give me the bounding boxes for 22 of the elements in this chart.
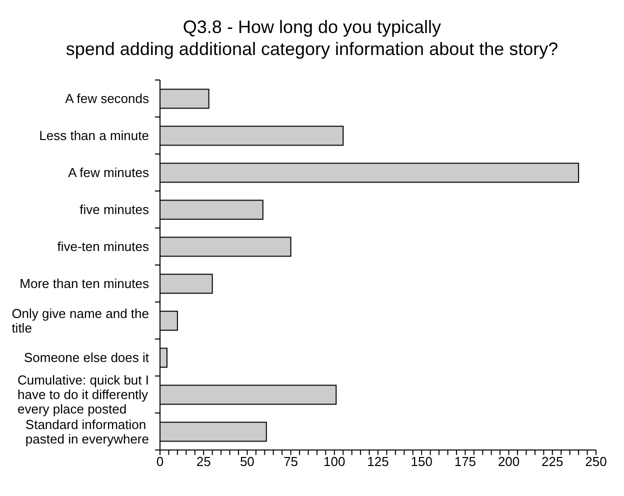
y-tick-label: More than ten minutes <box>20 276 150 292</box>
x-tick-label: 100 <box>324 454 346 470</box>
x-tick-label: 175 <box>454 454 476 470</box>
x-tick-label: 0 <box>156 454 164 470</box>
x-tick-label: 150 <box>410 454 432 470</box>
y-tick-label: five minutes <box>80 202 150 218</box>
x-tick-label: 75 <box>284 454 298 470</box>
y-tick-label: Standard information pasted in everywhere <box>25 416 150 446</box>
y-tick-label: Only give name and the title <box>12 306 150 336</box>
y-tick-label: five-ten minutes <box>57 239 150 254</box>
y-tick-label: A few minutes <box>68 165 150 180</box>
x-tick-label: 200 <box>498 454 520 470</box>
y-tick-label: Someone else does it <box>24 350 150 366</box>
x-tick-label: 225 <box>542 454 564 470</box>
x-tick-label: 250 <box>585 454 607 470</box>
y-tick-label: A few seconds <box>65 91 150 106</box>
x-tick-label: 50 <box>240 454 254 470</box>
y-tick-label: Cumulative: quick but I have to do it differently every place posted <box>17 372 150 417</box>
chart-title: Q3.8 - How long do you typically spend adding additional category information about the story? <box>64 16 560 60</box>
y-tick-label: Less than a minute <box>39 128 149 144</box>
x-tick-label: 25 <box>196 454 211 470</box>
x-tick-label: 125 <box>367 454 389 470</box>
